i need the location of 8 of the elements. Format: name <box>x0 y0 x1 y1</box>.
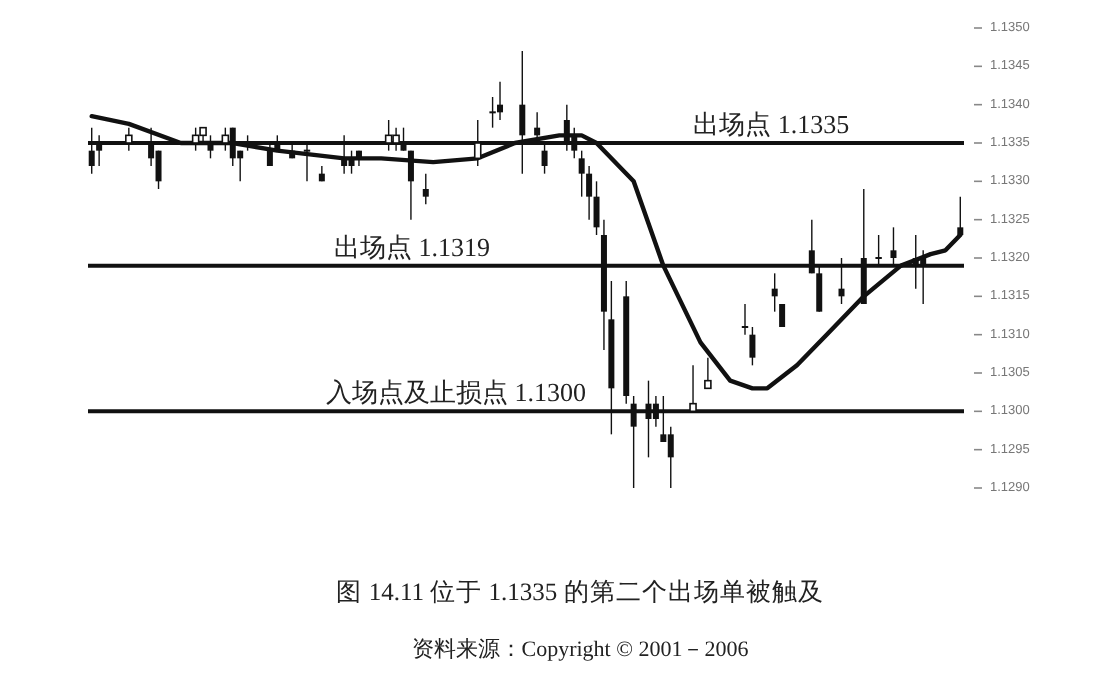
ref-line: 出场点 1.1319 <box>88 231 964 268</box>
ref-line-label: 出场点 1.1319 <box>334 231 491 262</box>
text: 图 14.11 位于 1.1335 的第二个出场单被触及 <box>336 578 824 606</box>
ref-line-label: 入场点及止损点 1.1300 <box>325 377 586 408</box>
text: 资料来源：Copyright © 2001－2006 <box>411 636 750 662</box>
ref-line: 出场点 1.1335 <box>88 109 964 145</box>
ref-line: 入场点及止损点 1.1300 <box>88 377 964 414</box>
ref-line-label: 出场点 1.1335 <box>693 109 850 139</box>
